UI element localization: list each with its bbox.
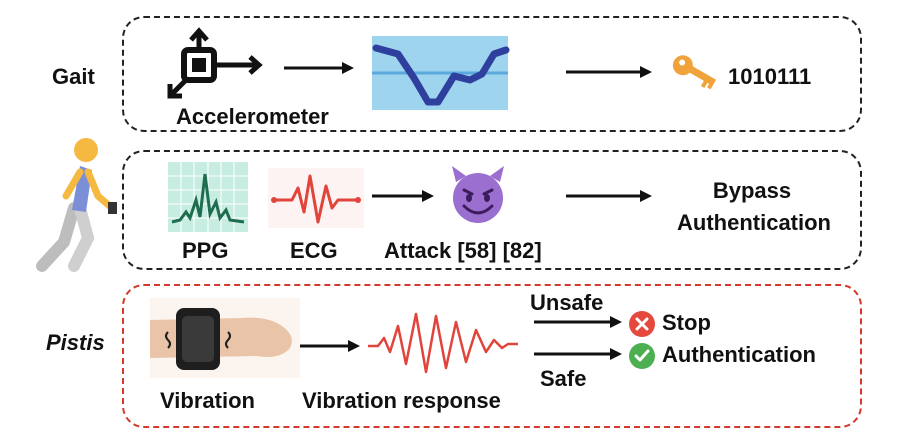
unsafe-label: Unsafe [530,290,604,315]
devil-face-icon [452,166,504,223]
arrow-pistis-1 [300,340,360,352]
accelerometer-label: Accelerometer [176,104,329,129]
safe-label: Safe [540,366,587,391]
authentication-result-label: Authentication [677,210,831,235]
vibration-label: Vibration [160,388,255,413]
arrow-safe [534,348,622,360]
authentication-label: Authentication [662,342,816,367]
stop-x-icon [629,311,655,337]
ecg-plot [268,168,364,228]
gait-panel [122,16,862,132]
vibration-response-plot [368,312,518,374]
bypass-label: Bypass [712,178,792,203]
stop-label: Stop [662,310,711,335]
accelerometer-icon [167,27,263,99]
attack-label: Attack [58] [82] [384,238,542,263]
gait-signal-plot [372,36,510,110]
vibration-response-label: Vibration response [302,388,501,413]
arrow-unsafe [534,316,622,328]
arrow-gait-1 [284,62,354,74]
arrow-gait-2 [566,66,652,78]
ppg-plot [168,162,248,232]
ppg-label: PPG [182,238,229,263]
arrow-attack-1 [372,190,434,202]
ecg-label: ECG [290,238,338,263]
walking-person-icon [36,138,117,272]
smartwatch-icon [150,298,300,378]
key-value: 1010111 [728,64,812,89]
arrow-attack-2 [566,190,652,202]
check-icon [629,343,655,369]
pistis-panel [122,284,862,428]
gait-row-label: Gait [52,64,95,89]
pistis-row-label: Pistis [46,330,105,355]
key-icon [672,55,717,90]
attack-panel [122,150,862,270]
